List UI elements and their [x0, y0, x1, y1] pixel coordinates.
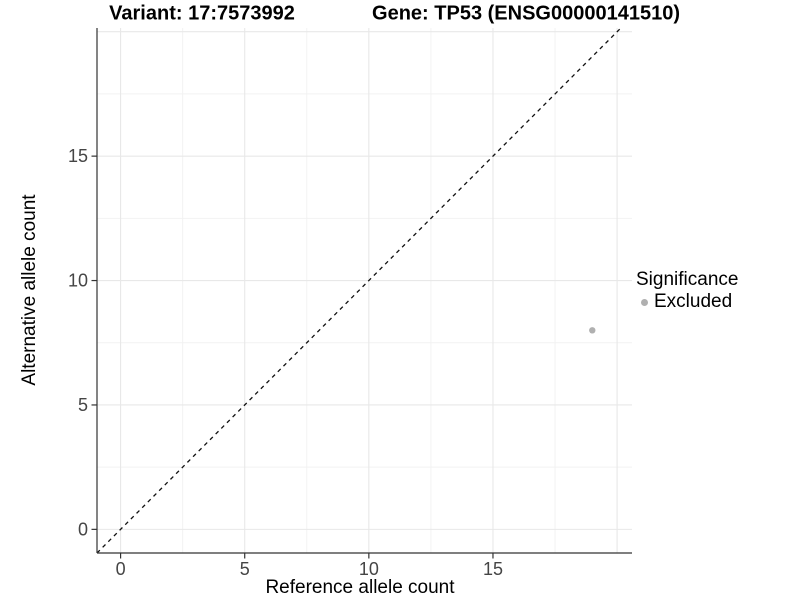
legend-item-label: Excluded	[654, 291, 733, 312]
x-tick-label: 0	[116, 559, 126, 579]
legend: Significance Excluded	[636, 268, 738, 313]
plot-title-gene: Gene: TP53 (ENSG00000141510)	[372, 2, 680, 25]
x-tick-label: 15	[483, 559, 503, 579]
y-tick-label: 10	[68, 271, 88, 291]
legend-key-excluded-dot	[641, 298, 648, 306]
y-tick-label: 15	[68, 146, 88, 166]
y-tick-label: 0	[78, 519, 88, 539]
data-point	[589, 327, 596, 334]
x-tick-label: 10	[359, 559, 379, 579]
x-tick-label: 5	[240, 559, 250, 579]
y-axis-title: Alternative allele count	[19, 194, 40, 386]
plot-title-variant: Variant: 17:7573992	[109, 2, 295, 25]
x-axis-title: Reference allele count	[265, 577, 455, 598]
identity-line	[96, 27, 622, 554]
y-tick-label: 5	[78, 395, 88, 415]
legend-title: Significance	[636, 269, 739, 290]
legend-item-excluded: Excluded	[636, 291, 738, 313]
